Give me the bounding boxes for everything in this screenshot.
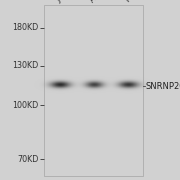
Text: HepG2: HepG2 [122,0,149,4]
Text: Jurkat: Jurkat [54,0,78,4]
Bar [44,5,143,176]
Bar [44,5,143,176]
Text: 70KD: 70KD [17,155,39,164]
Text: 180KD: 180KD [12,23,39,32]
Text: 100KD: 100KD [12,101,39,110]
Text: SNRNP200: SNRNP200 [146,82,180,91]
Bar [44,5,143,176]
Text: 130KD: 130KD [12,61,39,70]
Text: A431: A431 [88,0,110,4]
